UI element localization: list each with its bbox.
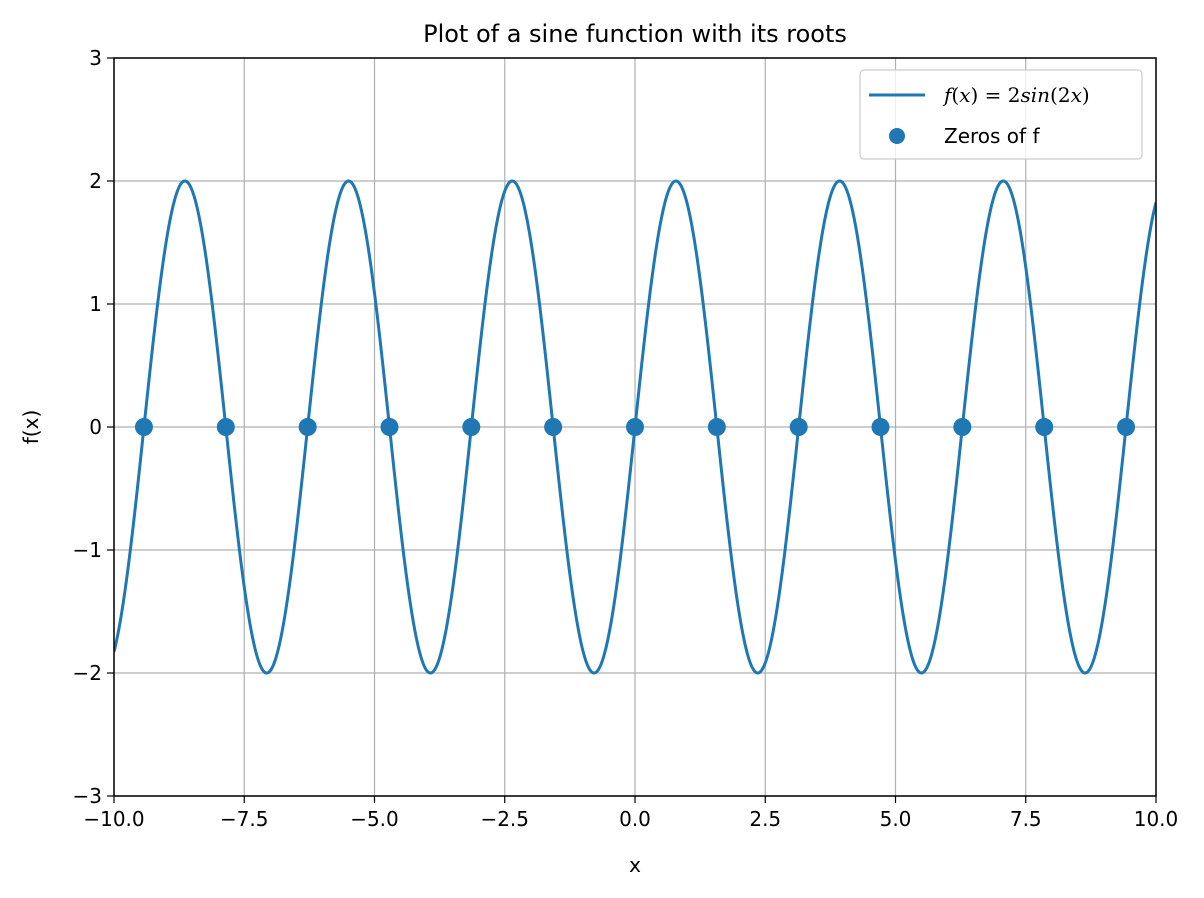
y-tick-label: −3 <box>73 784 102 808</box>
x-tick-label: −10.0 <box>83 807 144 831</box>
x-tick-label: 0.0 <box>619 807 651 831</box>
y-axis-ticks: −3 −2 −1 0 1 2 3 <box>73 46 114 808</box>
zero-point <box>216 418 235 436</box>
zero-point <box>871 418 890 436</box>
zero-point <box>789 418 808 436</box>
x-tick-label: 2.5 <box>749 807 781 831</box>
x-tick-label: 10.0 <box>1134 807 1179 831</box>
legend-box <box>859 69 1143 160</box>
x-tick-label: 5.0 <box>880 807 912 831</box>
legend-marker-swatch <box>889 128 905 144</box>
y-axis-label: f(x) <box>19 410 43 444</box>
zero-point <box>134 418 153 436</box>
y-tick-label: −2 <box>73 661 102 685</box>
y-tick-label: 2 <box>89 169 102 193</box>
zero-point <box>626 418 644 436</box>
zero-point <box>462 418 481 436</box>
chart-title: Plot of a sine function with its roots <box>423 20 847 48</box>
plot-area <box>114 179 1156 675</box>
legend: f(x) = 2sin(2x) Zeros of f <box>859 69 1143 160</box>
zero-point <box>380 418 399 436</box>
zero-point <box>953 418 972 436</box>
zero-point <box>298 418 317 436</box>
x-axis-ticks: −10.0 −7.5 −5.0 −2.5 0.0 2.5 5.0 7.5 10.0 <box>83 796 1178 831</box>
y-tick-label: −1 <box>73 538 102 562</box>
legend-label-zeros: Zeros of f <box>944 124 1040 148</box>
y-tick-label: 0 <box>89 415 102 439</box>
y-tick-label: 1 <box>89 292 102 316</box>
x-tick-label: −5.0 <box>350 807 399 831</box>
x-tick-label: −7.5 <box>220 807 269 831</box>
x-tick-label: 7.5 <box>1010 807 1042 831</box>
zero-point <box>1117 418 1136 436</box>
y-tick-label: 3 <box>89 46 102 70</box>
zero-point <box>707 418 726 436</box>
zero-point <box>1035 418 1054 436</box>
legend-label-function: f(x) = 2sin(2x) <box>942 83 1090 107</box>
zero-point <box>544 418 563 436</box>
x-axis-label: x <box>629 853 641 877</box>
x-tick-label: −2.5 <box>480 807 529 831</box>
